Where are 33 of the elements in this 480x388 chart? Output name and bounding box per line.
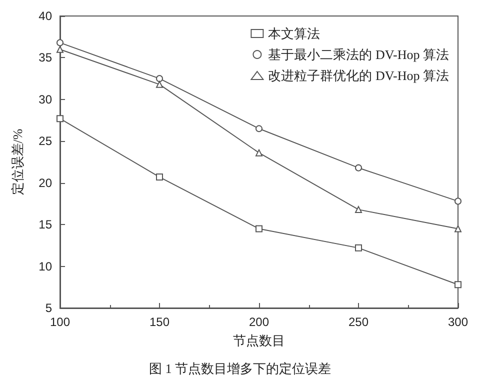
y-tick-label: 40	[38, 9, 52, 23]
point	[256, 225, 262, 232]
legend-label: 本文算法	[268, 26, 320, 41]
point	[355, 206, 362, 214]
y-tick-label: 5	[45, 301, 52, 315]
y-tick-label: 15	[38, 218, 52, 232]
point	[56, 39, 64, 46]
x-tick-label: 100	[50, 315, 70, 329]
point	[454, 198, 462, 205]
point	[355, 244, 362, 252]
y-tick-label: 20	[38, 176, 52, 190]
x-tick-label: 250	[348, 315, 369, 329]
x-tick-label: 150	[149, 315, 170, 329]
y-tick-label: 25	[38, 134, 52, 148]
point	[256, 149, 262, 156]
caption: 图 1 节点数目增多下的定位误差	[149, 361, 331, 376]
x-tick-label: 300	[448, 315, 468, 329]
point	[256, 125, 262, 132]
y-tick-label: 35	[38, 50, 52, 65]
x-tick-label: 200	[248, 315, 270, 329]
point	[56, 115, 64, 122]
point	[355, 164, 362, 172]
legend-label: 改进粒子群优化的 DV-Hop 算法	[268, 68, 450, 83]
point	[156, 80, 163, 88]
y-tick-label: 30	[38, 92, 52, 106]
point	[454, 225, 462, 232]
y-tick-label: 10	[38, 259, 52, 274]
point	[454, 281, 462, 288]
legend-label: 基于最小二乘法的 DV-Hop 算法	[268, 47, 450, 62]
point	[156, 75, 163, 82]
x-axis-title: 节点数目	[233, 333, 285, 348]
y-axis-title: 定位误差/%	[10, 128, 25, 196]
point	[156, 174, 163, 181]
